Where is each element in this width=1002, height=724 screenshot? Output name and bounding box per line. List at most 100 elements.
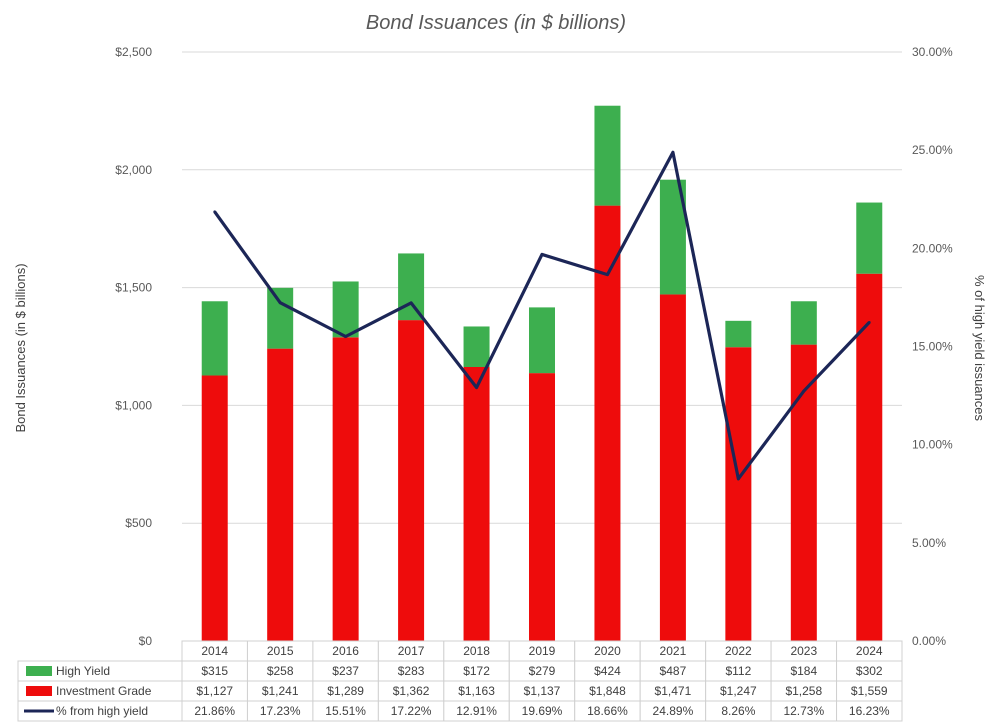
table-value: 17.23% [260, 704, 301, 718]
line-point [867, 320, 871, 324]
table-category-label: 2018 [463, 644, 490, 658]
table-category-label: 2014 [201, 644, 228, 658]
line-point [278, 301, 282, 305]
bar-high-yield [856, 202, 883, 274]
right-tick-label: 20.00% [912, 241, 953, 255]
bar-investment-grade [659, 294, 686, 641]
left-tick-label: $500 [125, 516, 152, 530]
bar-investment-grade [594, 205, 621, 641]
table-value: 19.69% [522, 704, 563, 718]
table-value: $112 [725, 664, 751, 678]
table-value: 15.51% [325, 704, 366, 718]
table-value: 8.26% [721, 704, 755, 718]
bar-investment-grade [463, 366, 490, 641]
legend-series-name: % from high yield [56, 704, 148, 718]
table-value: $1,241 [262, 684, 299, 698]
right-tick-label: 15.00% [912, 340, 953, 354]
table-value: $1,258 [785, 684, 822, 698]
table-category-label: 2023 [790, 644, 817, 658]
bar-investment-grade [201, 375, 228, 641]
bar-high-yield [332, 281, 359, 338]
table-value: $1,471 [655, 684, 692, 698]
left-axis-ticks: $0 $500 $1,000 $1,500 $2,000 $2,500 [115, 45, 152, 648]
legend-swatch [26, 686, 52, 696]
bar-high-yield [790, 301, 817, 345]
table-category-label: 2021 [660, 644, 687, 658]
left-axis-label: Bond Issuances (in $ billions) [13, 263, 28, 432]
table-value: 24.89% [653, 704, 694, 718]
table-value: $1,247 [720, 684, 757, 698]
bar-investment-grade [529, 373, 555, 641]
bar-investment-grade [725, 347, 752, 641]
table-category-label: 2017 [398, 644, 425, 658]
table-value: 18.66% [587, 704, 628, 718]
table-value: $258 [267, 664, 294, 678]
bar-investment-grade [267, 348, 294, 641]
table-category-label: 2016 [332, 644, 359, 658]
left-tick-label: $1,500 [115, 281, 152, 295]
table-value: $1,137 [524, 684, 561, 698]
data-table: 2014 2015 2016 2017 2018 2019 2020 2021 2022 2023… [17, 640, 903, 722]
table-category-label: 2019 [529, 644, 556, 658]
table-value: $315 [201, 664, 228, 678]
table-value: $1,559 [851, 684, 888, 698]
right-tick-label: 25.00% [912, 143, 953, 157]
bar-high-yield [463, 326, 490, 367]
bar-high-yield [594, 105, 621, 206]
bar-investment-grade [856, 273, 883, 641]
table-category-label: 2022 [725, 644, 752, 658]
table-value: $283 [398, 664, 425, 678]
legend-series-name: Investment Grade [56, 684, 152, 698]
table-category-label: 2020 [594, 644, 621, 658]
bar-high-yield [398, 253, 425, 321]
line-point [736, 477, 740, 481]
left-tick-label: $0 [139, 634, 153, 648]
right-tick-label: 5.00% [912, 536, 946, 550]
table-value: 17.22% [391, 704, 432, 718]
table-value: $1,127 [196, 684, 233, 698]
table-value: $1,362 [393, 684, 430, 698]
bar-investment-grade [790, 344, 817, 641]
table-value: $1,163 [458, 684, 495, 698]
table-value: $487 [660, 664, 687, 678]
table-value: $172 [463, 664, 490, 678]
table-value: $1,848 [589, 684, 626, 698]
left-tick-label: $2,000 [115, 163, 152, 177]
right-tick-label: 10.00% [912, 438, 953, 452]
table-value: $424 [594, 664, 621, 678]
table-value: 16.23% [849, 704, 890, 718]
table-value: $279 [529, 664, 556, 678]
line-point [475, 386, 478, 389]
line-point [671, 150, 675, 154]
line-point [606, 273, 609, 277]
bar-investment-grade [398, 320, 425, 641]
table-value: $302 [856, 664, 883, 678]
table-category-label: 2024 [856, 644, 883, 658]
bar-high-yield [725, 320, 752, 348]
table-value: 12.91% [456, 704, 497, 718]
line-point [409, 301, 413, 305]
left-tick-label: $1,000 [115, 398, 152, 412]
bar-series [201, 105, 883, 641]
right-axis-label: % of high yield issuances [972, 275, 987, 421]
bar-high-yield [201, 301, 228, 376]
legend-series-name: High Yield [56, 664, 110, 678]
right-tick-label: 0.00% [912, 634, 946, 648]
line-series [213, 150, 871, 481]
line-point [213, 210, 217, 214]
table-value: $237 [332, 664, 359, 678]
bar-high-yield [529, 307, 555, 374]
bar-high-yield [267, 287, 294, 349]
table-value: 21.86% [194, 704, 235, 718]
table-value: 12.73% [783, 704, 824, 718]
left-tick-label: $2,500 [115, 45, 152, 59]
line-point [802, 389, 806, 393]
table-cell [836, 700, 903, 722]
bar-investment-grade [332, 337, 359, 641]
table-category-label: 2015 [267, 644, 294, 658]
line-point [540, 253, 544, 256]
chart-title: Bond Issuances (in $ billions) [366, 12, 626, 34]
table-value: $1,289 [327, 684, 364, 698]
right-axis-ticks: 0.00% 5.00% 10.00% 15.00% 20.00% 25.00% 30.00% [912, 45, 953, 648]
